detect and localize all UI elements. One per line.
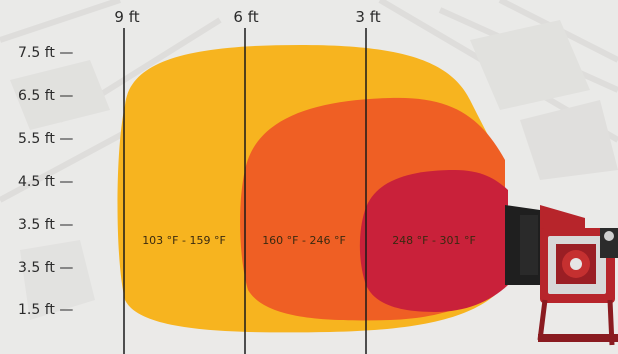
zone-label-low: 103 °F - 159 °F	[142, 234, 226, 247]
height-label-6-5: 6.5 ft —	[18, 88, 73, 104]
zone-inner-shape	[359, 170, 508, 312]
height-label-3-5-a: 3.5 ft —	[18, 217, 73, 233]
distance-label-6ft: 6 ft	[233, 8, 258, 26]
heater-icon	[505, 205, 618, 346]
height-label-1-5: 1.5 ft —	[18, 302, 73, 318]
height-label-5-5: 5.5 ft —	[18, 131, 73, 147]
height-label-3-5-b: 3.5 ft —	[18, 260, 73, 276]
zone-label-mid: 160 °F - 246 °F	[262, 234, 346, 247]
zone-label-high: 248 °F - 301 °F	[392, 234, 476, 247]
height-label-7-5: 7.5 ft —	[18, 45, 73, 61]
height-label-4-5: 4.5 ft —	[18, 174, 73, 190]
distance-label-3ft: 3 ft	[355, 8, 380, 26]
distance-label-9ft: 9 ft	[114, 8, 139, 26]
